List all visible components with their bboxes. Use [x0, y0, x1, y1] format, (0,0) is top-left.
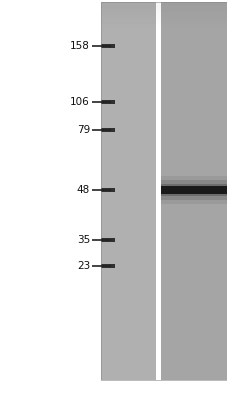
Bar: [160, 184, 227, 196]
Bar: [101, 238, 115, 242]
Bar: [101, 5, 227, 8]
Bar: [101, 128, 115, 132]
Text: 79: 79: [76, 125, 90, 135]
Bar: [101, 18, 227, 21]
Bar: [101, 12, 227, 15]
Bar: [101, 15, 227, 18]
Bar: [101, 24, 227, 28]
Bar: [160, 180, 227, 200]
Bar: [101, 264, 115, 268]
Text: 158: 158: [70, 41, 90, 51]
Bar: [101, 44, 115, 48]
Bar: [160, 186, 227, 194]
Bar: [101, 2, 227, 380]
Text: 48: 48: [76, 185, 90, 195]
Bar: [160, 2, 227, 380]
Text: 35: 35: [76, 235, 90, 245]
Bar: [101, 100, 115, 104]
Bar: [101, 21, 227, 24]
Bar: [101, 8, 227, 12]
Bar: [101, 188, 115, 192]
Bar: [160, 176, 227, 204]
Bar: [155, 2, 160, 380]
Text: 23: 23: [76, 261, 90, 271]
Text: 106: 106: [70, 97, 90, 107]
Bar: [101, 2, 227, 5]
Bar: [101, 2, 155, 380]
